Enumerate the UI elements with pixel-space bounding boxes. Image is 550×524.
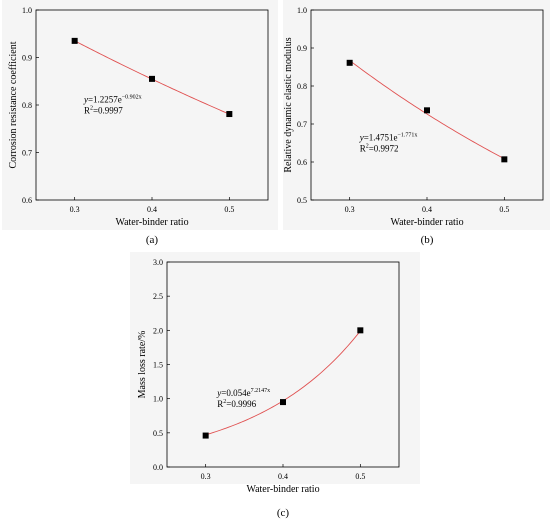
data-point [346, 59, 353, 66]
r-squared: R2=0.9972 [360, 143, 399, 153]
y-tick-label: 0.9 [22, 54, 32, 63]
r-squared: R2=0.9996 [217, 399, 256, 409]
y-tick-label: 0.6 [22, 196, 32, 205]
panel-background [130, 252, 420, 484]
x-axis-label: Water-binder ratio [246, 484, 319, 495]
data-point [71, 37, 78, 44]
chart-panel: 0.0 0.5 1.0 1.5 2.0 2.5 3.0 0.3 0.4 0.5 Water-bind… [130, 252, 420, 519]
y-tick-label: 0.0 [153, 463, 163, 472]
panel-background [283, 0, 550, 230]
y-tick-label: 1.0 [22, 6, 32, 15]
x-tick-label: 0.4 [147, 205, 157, 214]
y-tick-label: 0.7 [22, 149, 32, 158]
y-tick-label: 0.8 [297, 82, 307, 91]
y-axis-label: Corrosion resistance coefficient [8, 41, 19, 168]
y-tick-label: 0.5 [297, 196, 307, 205]
y-tick-label: 0.6 [297, 158, 307, 167]
y-tick-label: 1.5 [153, 361, 163, 370]
data-point [357, 327, 364, 334]
r-squared: R2=0.9997 [84, 106, 123, 116]
panel-label: (b) [421, 234, 434, 246]
y-axis-label: Mass loss rate/% [137, 331, 148, 399]
y-tick-label: 0.5 [153, 429, 163, 438]
data-point [202, 432, 209, 439]
data-point [149, 75, 155, 82]
x-tick-label: 0.5 [499, 205, 509, 214]
x-tick-label: 0.3 [201, 472, 211, 481]
y-tick-label: 1.0 [153, 395, 163, 404]
fit-equation: y=0.054e7.2147x [216, 388, 270, 398]
y-tick-label: 0.8 [22, 101, 32, 110]
y-tick-label: 2.0 [153, 326, 163, 335]
fit-equation: y=1.2257e−0.902x [83, 95, 142, 105]
x-tick-label: 0.5 [224, 205, 234, 214]
x-tick-label: 0.5 [355, 472, 365, 481]
y-tick-label: 3.0 [153, 258, 163, 267]
x-tick-label: 0.3 [70, 205, 80, 214]
data-point [280, 399, 286, 406]
fit-equation: y=1.4751e−1.771x [359, 132, 418, 142]
x-axis-label: Water-binder ratio [115, 217, 188, 228]
data-point [226, 111, 233, 118]
x-tick-label: 0.4 [278, 472, 288, 481]
fit-curve [349, 60, 505, 160]
x-tick-label: 0.3 [345, 205, 355, 214]
x-axis-label: Water-binder ratio [390, 217, 463, 228]
data-point [424, 107, 430, 114]
panel-background [2, 0, 278, 230]
y-tick-label: 1.0 [297, 6, 307, 15]
panel-label: (c) [277, 507, 290, 519]
data-point [501, 156, 508, 163]
y-tick-label: 2.5 [153, 292, 163, 301]
y-axis-label: Relative dynamic elastic modulus [283, 37, 294, 172]
x-tick-label: 0.4 [422, 205, 432, 214]
y-tick-label: 0.9 [297, 44, 307, 53]
chart-panel: 0.6 0.7 0.8 0.9 1.0 0.3 0.4 0.5 Water-binder rat… [2, 0, 278, 246]
chart-panel: 0.5 0.6 0.7 0.8 0.9 1.0 0.3 0.4 0.5 Water-binder … [283, 0, 550, 246]
y-tick-label: 0.7 [297, 120, 307, 129]
panel-label: (a) [146, 234, 159, 246]
